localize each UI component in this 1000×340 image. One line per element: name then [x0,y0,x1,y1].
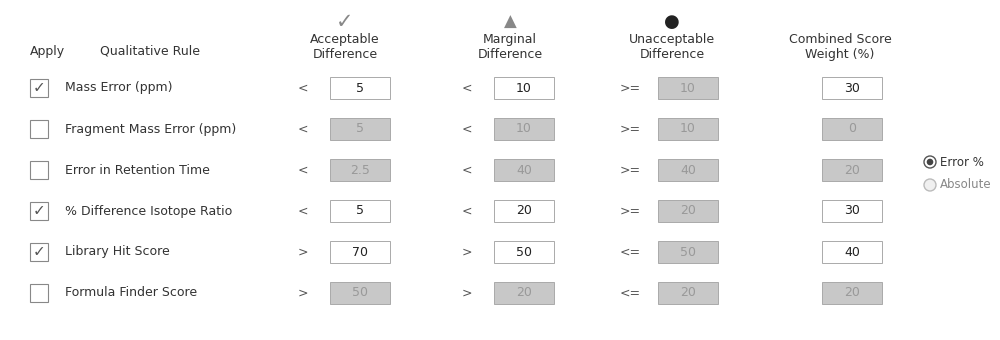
Text: 20: 20 [516,287,532,300]
Text: Library Hit Score: Library Hit Score [65,245,170,258]
Text: <=: <= [619,287,641,300]
Text: Absolute: Absolute [940,178,992,191]
Text: 20: 20 [680,287,696,300]
Text: <: < [462,122,472,136]
Text: 70: 70 [352,245,368,258]
FancyBboxPatch shape [30,284,48,302]
Text: Apply: Apply [30,45,65,57]
Text: <: < [462,164,472,176]
FancyBboxPatch shape [330,77,390,99]
Text: ✓: ✓ [33,81,45,96]
FancyBboxPatch shape [822,282,882,304]
Text: 20: 20 [680,204,696,218]
Text: Marginal
Difference: Marginal Difference [477,33,543,61]
FancyBboxPatch shape [658,282,718,304]
Text: 10: 10 [516,122,532,136]
Circle shape [924,156,936,168]
FancyBboxPatch shape [494,118,554,140]
FancyBboxPatch shape [658,77,718,99]
Text: Acceptable
Difference: Acceptable Difference [310,33,380,61]
Text: 50: 50 [680,245,696,258]
Text: >=: >= [619,82,641,95]
Text: 10: 10 [680,122,696,136]
Text: 20: 20 [844,287,860,300]
Text: Combined Score
Weight (%): Combined Score Weight (%) [789,33,891,61]
FancyBboxPatch shape [30,243,48,261]
Text: % Difference Isotope Ratio: % Difference Isotope Ratio [65,204,232,218]
Text: ▲: ▲ [504,13,516,31]
Circle shape [924,179,936,191]
Text: <: < [298,122,308,136]
Text: 10: 10 [516,82,532,95]
Text: >: > [298,287,308,300]
Text: >: > [462,287,472,300]
Text: >=: >= [619,204,641,218]
Text: >=: >= [619,164,641,176]
FancyBboxPatch shape [658,241,718,263]
Text: 40: 40 [844,245,860,258]
FancyBboxPatch shape [658,200,718,222]
Text: 2.5: 2.5 [350,164,370,176]
FancyBboxPatch shape [330,200,390,222]
Text: 10: 10 [680,82,696,95]
Text: <=: <= [619,245,641,258]
FancyBboxPatch shape [822,159,882,181]
FancyBboxPatch shape [30,202,48,220]
FancyBboxPatch shape [494,282,554,304]
Text: Formula Finder Score: Formula Finder Score [65,287,197,300]
Text: <: < [298,82,308,95]
Text: Fragment Mass Error (ppm): Fragment Mass Error (ppm) [65,122,236,136]
Text: Unacceptable
Difference: Unacceptable Difference [629,33,715,61]
FancyBboxPatch shape [30,161,48,179]
Text: 20: 20 [516,204,532,218]
Text: <: < [298,204,308,218]
Text: ✓: ✓ [336,12,354,32]
Text: Mass Error (ppm): Mass Error (ppm) [65,82,173,95]
Text: 30: 30 [844,204,860,218]
FancyBboxPatch shape [822,77,882,99]
FancyBboxPatch shape [330,241,390,263]
Text: 50: 50 [516,245,532,258]
Text: <: < [298,164,308,176]
FancyBboxPatch shape [494,159,554,181]
FancyBboxPatch shape [494,200,554,222]
Text: ●: ● [664,13,680,31]
Text: <: < [462,204,472,218]
FancyBboxPatch shape [658,159,718,181]
FancyBboxPatch shape [330,118,390,140]
Text: >: > [462,245,472,258]
Text: ✓: ✓ [33,204,45,219]
FancyBboxPatch shape [30,120,48,138]
Text: 40: 40 [516,164,532,176]
Text: 0: 0 [848,122,856,136]
Circle shape [927,159,933,165]
FancyBboxPatch shape [330,159,390,181]
Text: 5: 5 [356,122,364,136]
Text: 5: 5 [356,204,364,218]
FancyBboxPatch shape [494,241,554,263]
Text: 5: 5 [356,82,364,95]
Text: Error in Retention Time: Error in Retention Time [65,164,210,176]
FancyBboxPatch shape [822,241,882,263]
FancyBboxPatch shape [30,79,48,97]
Text: 50: 50 [352,287,368,300]
Text: ✓: ✓ [33,244,45,259]
Text: 40: 40 [680,164,696,176]
FancyBboxPatch shape [658,118,718,140]
Text: Error %: Error % [940,155,984,169]
Text: 20: 20 [844,164,860,176]
Text: >=: >= [619,122,641,136]
Text: Qualitative Rule: Qualitative Rule [100,45,200,57]
FancyBboxPatch shape [822,200,882,222]
Text: <: < [462,82,472,95]
FancyBboxPatch shape [494,77,554,99]
Text: >: > [298,245,308,258]
FancyBboxPatch shape [822,118,882,140]
Text: 30: 30 [844,82,860,95]
FancyBboxPatch shape [330,282,390,304]
